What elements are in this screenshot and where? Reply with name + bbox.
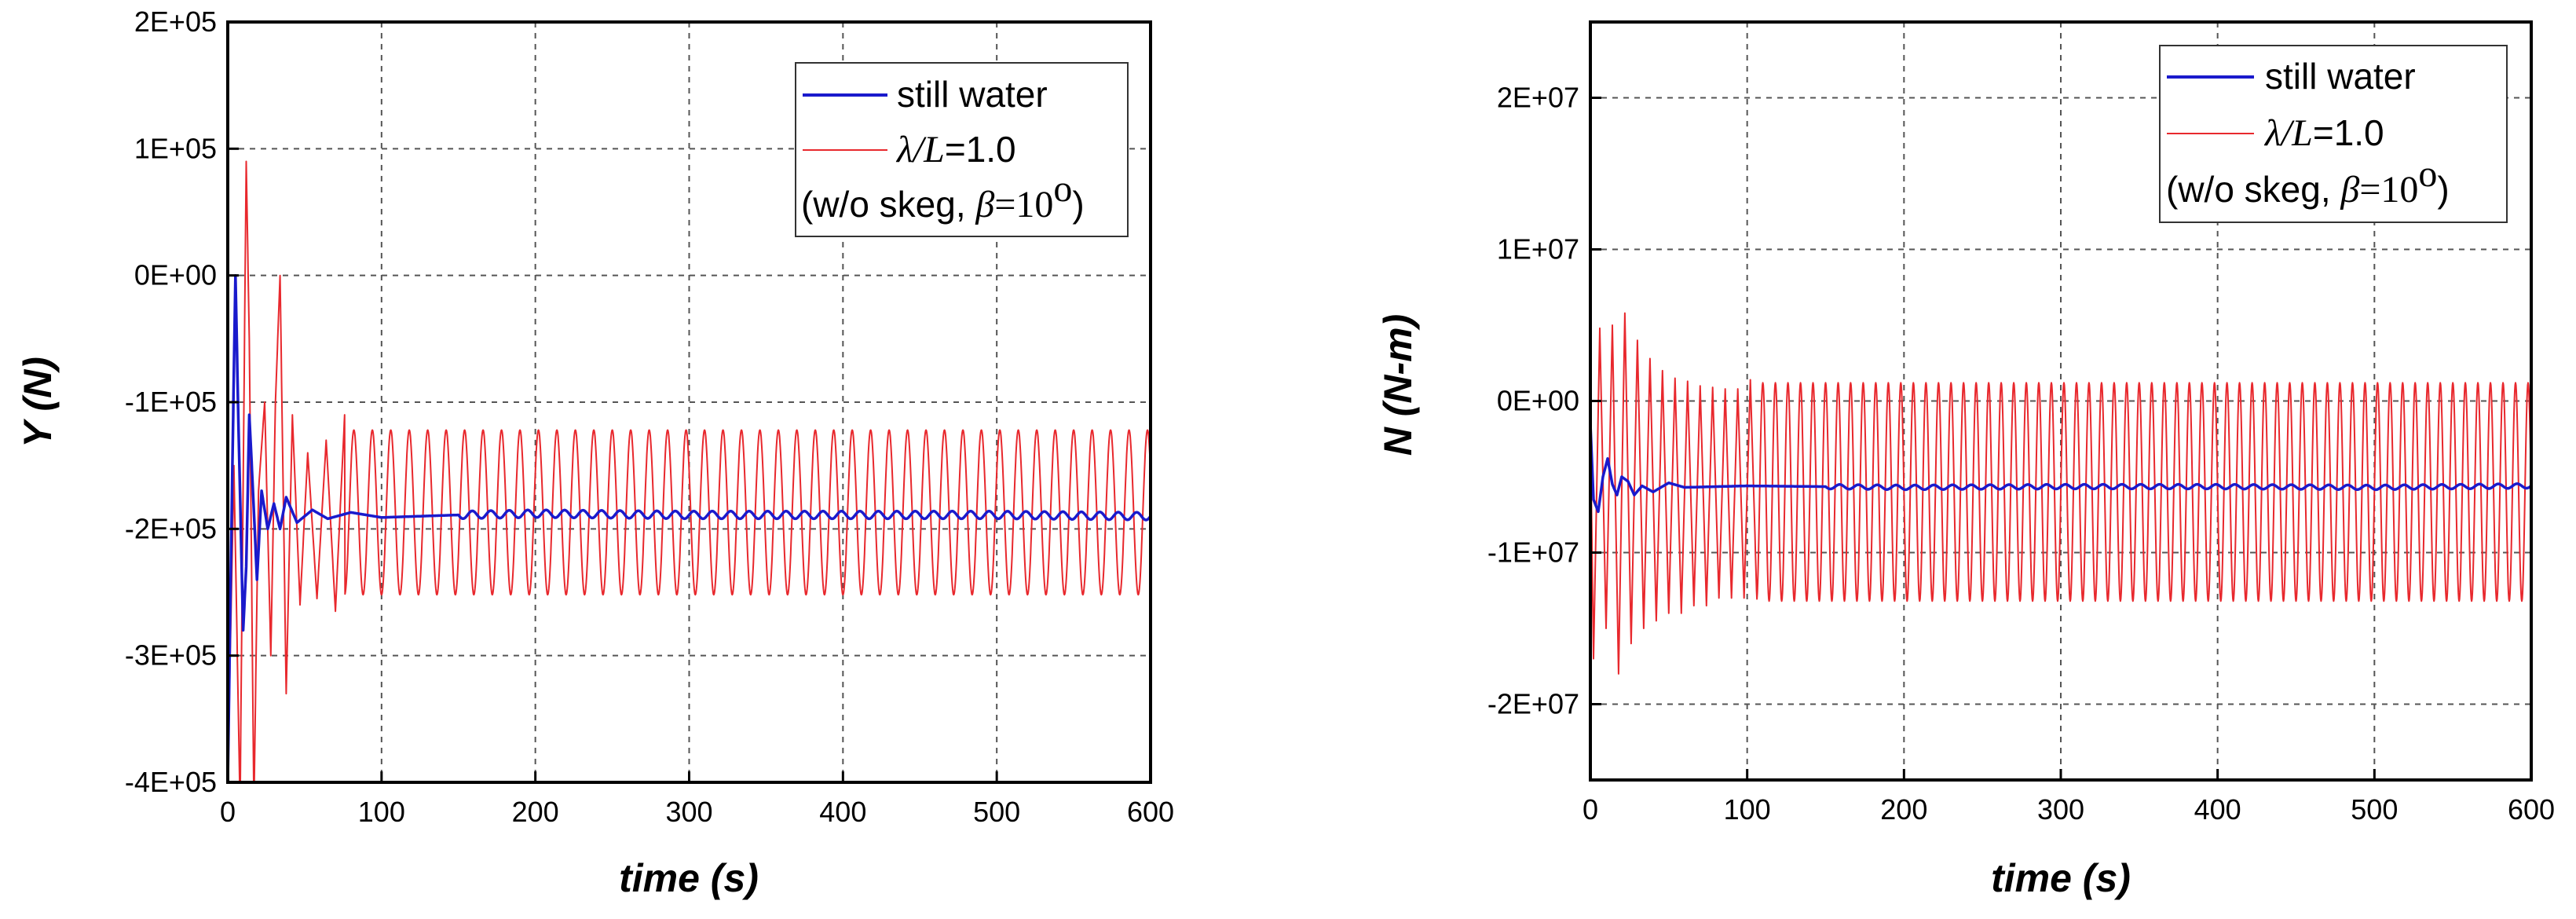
right-y-tick-label: -1E+07 (1487, 536, 1579, 569)
left-x-axis: 0 100 200 300 400 500 600 (220, 771, 1174, 828)
left-legend-note: (w/o skeg, β=10o) (801, 168, 1085, 225)
left-legend-note-prefix: (w/o skeg, (801, 184, 975, 225)
left-legend-label-wave: λ/L=1.0 (895, 129, 1016, 170)
right-x-tick-label: 500 (2351, 793, 2398, 826)
right-x-tick-label: 0 (1583, 793, 1598, 826)
left-chart: 0 100 200 300 400 500 600 2E+05 1E+05 0E+00 -1E+0… (16, 5, 1174, 900)
left-series-group (228, 160, 1151, 782)
left-y-tick-label: 0E+00 (134, 259, 217, 291)
right-y-tick-label: 1E+07 (1497, 233, 1579, 265)
right-y-tick-label: -2E+07 (1487, 688, 1579, 720)
left-legend-lambda-over-l: λ/L (895, 129, 945, 170)
right-legend-label-still-water: still water (2265, 56, 2416, 97)
left-legend-wave-value: =1.0 (945, 129, 1016, 170)
left-y-tick-label: 2E+05 (134, 5, 217, 38)
right-x-tick-label: 300 (2037, 793, 2084, 826)
left-y-tick-label: -4E+05 (125, 766, 217, 798)
right-series-still-water-line (1590, 423, 2531, 514)
right-x-tick-label: 200 (1880, 793, 1927, 826)
left-x-tick-label: 0 (220, 796, 236, 828)
right-x-axis: 0 100 200 300 400 500 600 (1583, 769, 2555, 826)
left-y-axis: 2E+05 1E+05 0E+00 -1E+05 -2E+05 -3E+05 -4E+05 (125, 5, 239, 798)
left-x-tick-label: 200 (512, 796, 559, 828)
right-grid (1590, 22, 2531, 780)
left-x-tick-label: 300 (665, 796, 712, 828)
right-x-axis-title: time (s) (1991, 856, 2131, 900)
right-y-axis: 2E+07 1E+07 0E+00 -1E+07 -2E+07 (1487, 82, 1601, 720)
left-legend-note-eq: =10 (994, 184, 1053, 225)
left-y-tick-label: 1E+05 (134, 132, 217, 164)
right-legend-note-beta: β (2340, 169, 2359, 211)
left-x-tick-label: 500 (973, 796, 1020, 828)
left-series-wave-line (228, 160, 1151, 782)
right-legend-lambda-over-l: λ/L (2263, 112, 2313, 154)
right-chart: 0 100 200 300 400 500 600 2E+07 1E+07 0E+00 -1E+0… (1376, 20, 2555, 900)
left-x-axis-title: time (s) (619, 856, 759, 900)
right-legend-note-eq: =10 (2359, 169, 2418, 211)
left-legend: still water λ/L=1.0 (w/o skeg, β=10o) (795, 62, 1129, 237)
right-x-tick-label: 400 (2194, 793, 2241, 826)
right-y-tick-label: 0E+00 (1497, 385, 1579, 417)
right-legend-label-wave: λ/L=1.0 (2263, 112, 2384, 154)
left-legend-note-degree: o (1053, 168, 1072, 210)
left-y-axis-title: Y (N) (16, 357, 60, 448)
left-y-tick-label: -1E+05 (125, 386, 217, 418)
right-legend-note-degree: o (2418, 153, 2437, 195)
right-legend-note: (w/o skeg, β=10o) (2166, 153, 2450, 211)
left-x-tick-label: 400 (819, 796, 866, 828)
right-legend: still water λ/L=1.0 (w/o skeg, β=10o) (2159, 45, 2508, 223)
right-legend-wave-value: =1.0 (2313, 112, 2384, 153)
right-x-tick-label: 600 (2508, 793, 2555, 826)
left-legend-note-beta: β (975, 184, 994, 225)
right-series-wave-line (1590, 312, 2531, 675)
left-x-tick-label: 100 (358, 796, 405, 828)
right-y-axis-title: N (N-m) (1376, 314, 1420, 456)
left-series-still-water-line (228, 273, 1151, 782)
right-legend-note-prefix: (w/o skeg, (2166, 169, 2340, 210)
right-legend-note-suffix: ) (2437, 169, 2449, 210)
left-legend-label-still-water: still water (897, 74, 1048, 115)
right-y-tick-label: 2E+07 (1497, 82, 1579, 114)
right-x-tick-label: 100 (1724, 793, 1771, 826)
left-x-tick-label: 600 (1127, 796, 1174, 828)
left-y-tick-label: -3E+05 (125, 639, 217, 672)
right-series-group (1590, 312, 2531, 675)
left-y-tick-label: -2E+05 (125, 512, 217, 544)
left-legend-note-suffix: ) (1072, 184, 1084, 225)
